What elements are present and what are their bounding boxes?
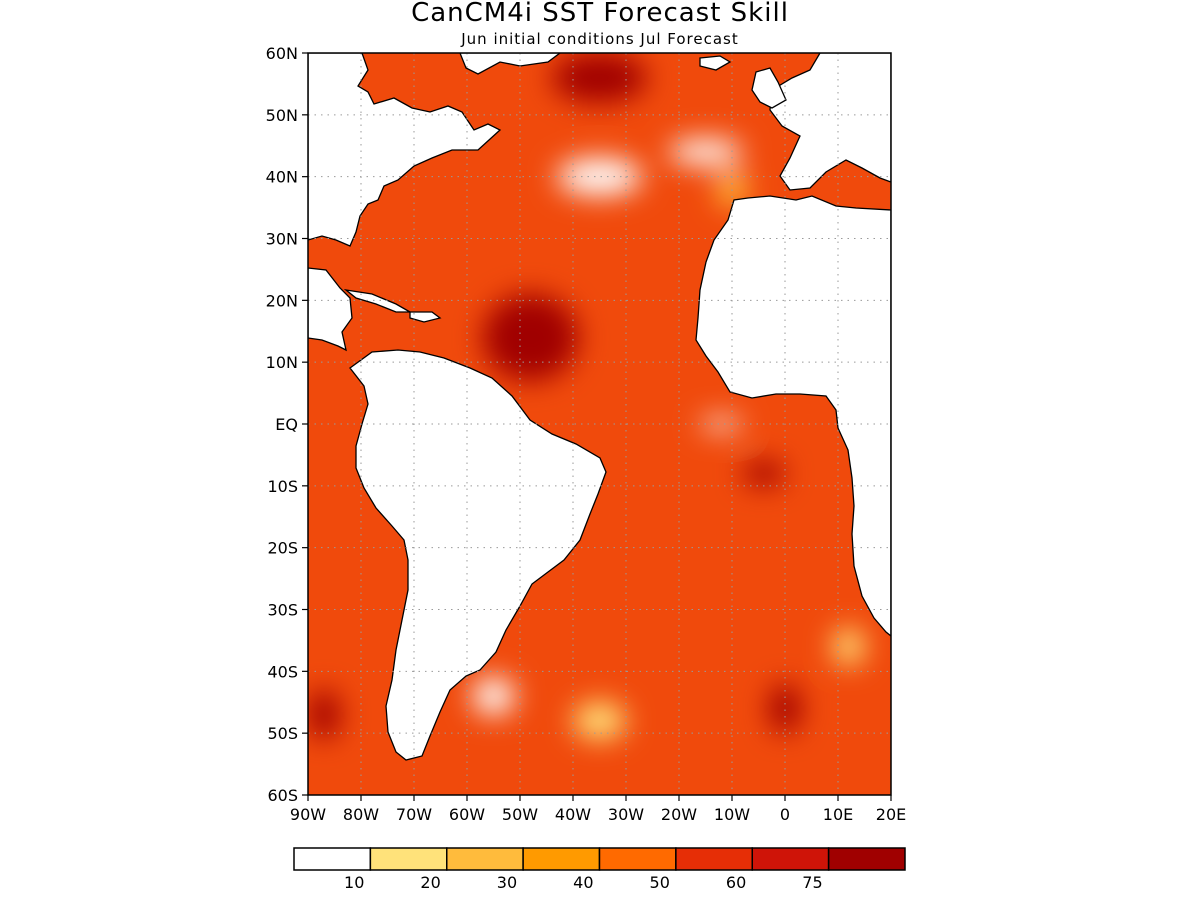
lat-tick-label: 40N [266,168,298,187]
colorbar-label: 40 [573,873,593,892]
lat-tick-label: 50S [267,724,298,743]
skill-region-southwest-africa-low [832,628,865,666]
skill-region-equatorial-low [700,417,743,431]
colorbar-swatch [293,847,372,871]
lon-tick-label: 70W [396,805,432,824]
cuba-land [343,288,413,313]
skill-region-iberia-coastal-low [716,170,748,208]
colorbar: 10 20 30 40 50 60 75 [293,847,906,892]
chart-title: CanCM4i SST Forecast Skill [411,0,789,28]
lat-tick-label: 30N [266,230,298,249]
north-america-land [308,53,502,247]
lon-tick-label: 60W [449,805,485,824]
british-isles-land [751,67,787,109]
skill-region-southern-max [769,683,801,734]
iceland-land [699,55,732,71]
lat-tick-label: 10N [266,353,298,372]
lon-tick-label: 20W [661,805,697,824]
europe-land [769,53,891,191]
lon-tick-label: 10E [823,805,853,824]
skill-region-north-atlantic-max [551,53,648,103]
greenland-land [459,53,562,75]
skill-region-mid-atlantic-low [668,139,743,165]
colorbar-swatch [675,847,753,871]
colorbar-swatch [751,847,830,871]
lat-tick-label: 60S [267,786,298,805]
lon-tick-label: 40W [555,805,591,824]
colorbar-swatch [598,847,677,871]
lat-tick-label: 40S [267,662,298,681]
skill-region-pacific-southeast-max [308,689,340,740]
africa-land [695,195,891,637]
lat-tick-label: 10S [267,477,298,496]
chart-subtitle: Jun initial conditions Jul Forecast [461,30,739,48]
hispaniola-land [409,311,442,323]
lat-tick-label: 20N [266,291,298,310]
lon-tick-label: 10W [714,805,750,824]
skill-region-gulf-of-guinea-max [742,461,785,486]
lat-tick-label: 30S [267,601,298,620]
colorbar-swatch [522,847,601,871]
skill-region-patagonia-shelf-low [472,677,515,715]
lon-tick-label: 50W [502,805,538,824]
skill-region-caribbean-tropical-max [482,294,579,381]
colorbar-label: 30 [497,873,517,892]
lat-tick-label: 60N [266,44,298,63]
lon-tick-label: 0 [780,805,790,824]
colorbar-label: 10 [344,873,364,892]
lon-tick-label: 90W [290,805,326,824]
colorbar-label: 50 [650,873,670,892]
skill-region-southern-low [573,702,626,740]
colorbar-swatch [369,847,448,871]
lon-tick-label: 20E [876,805,906,824]
lat-tick-label: 20S [267,539,298,558]
lat-tick-label: 50N [266,106,298,125]
central-america-land [308,267,353,352]
lat-tick-label: EQ [275,415,298,434]
lon-tick-label: 30W [608,805,644,824]
colorbar-label: 20 [420,873,440,892]
colorbar-swatch [827,847,906,871]
colorbar-label: 60 [726,873,746,892]
skill-region-gulf-stream-low [557,158,642,196]
lon-tick-label: 80W [343,805,379,824]
colorbar-label: 75 [802,873,822,892]
colorbar-swatch [446,847,524,871]
